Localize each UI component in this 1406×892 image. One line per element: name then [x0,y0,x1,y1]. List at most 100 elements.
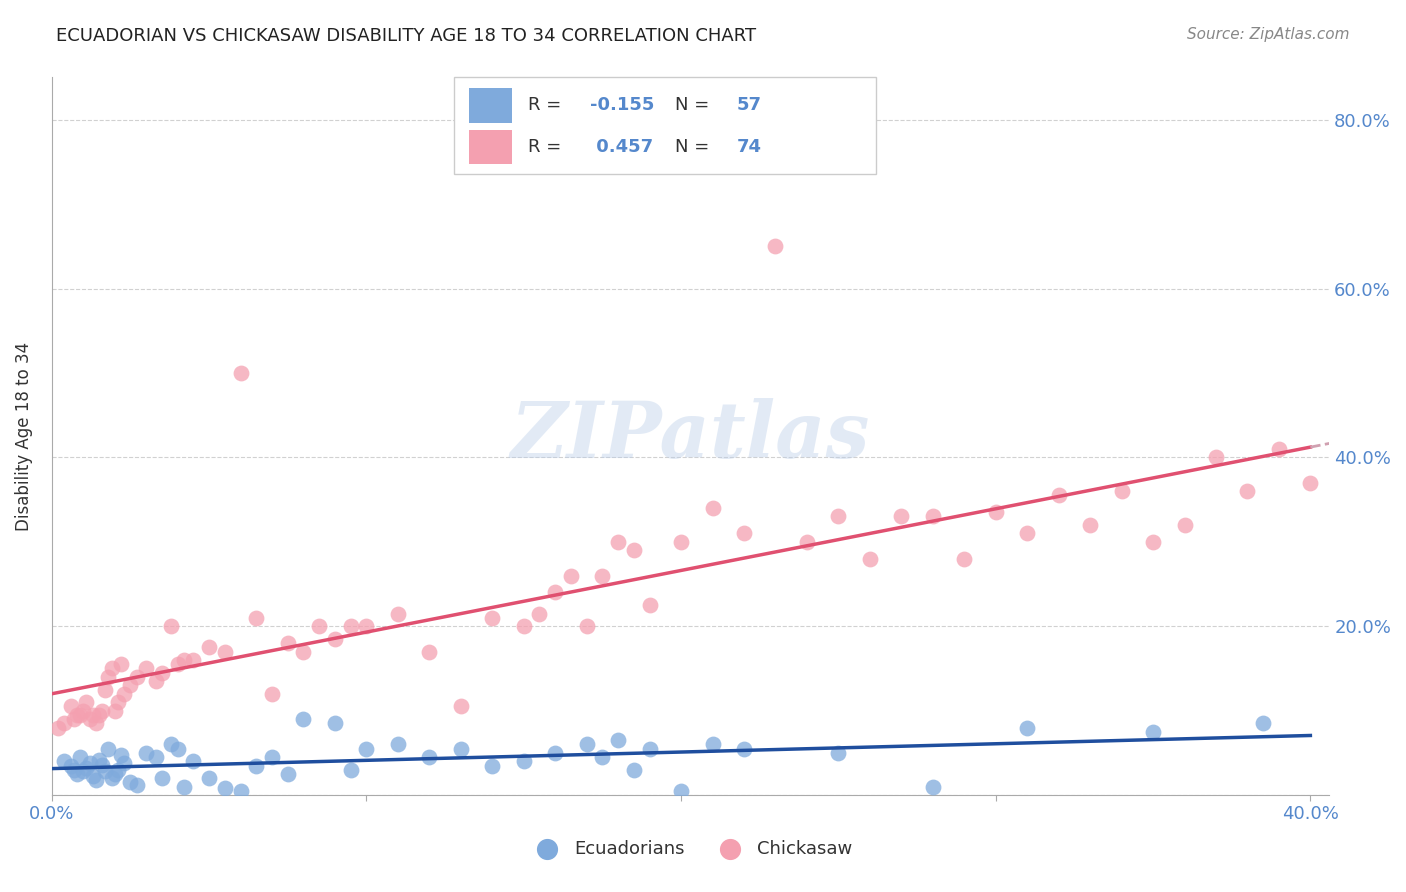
Point [166,741,188,756]
Point [62,763,84,777]
Point [72,764,94,779]
Point [150,665,173,680]
Point [120,775,142,789]
Point [890,509,912,524]
Point [112,756,135,770]
Point [481,611,503,625]
Point [1173,517,1195,532]
Point [387,607,409,621]
Point [125,670,148,684]
Point [921,509,943,524]
Point [323,632,346,646]
Point [145,750,167,764]
Point [1236,484,1258,499]
Point [356,741,378,756]
Point [72,704,94,718]
Point [1142,724,1164,739]
Point [859,551,882,566]
Point [94,682,117,697]
Point [110,747,132,762]
Point [796,534,818,549]
Point [418,644,440,658]
Point [984,505,1007,519]
Point [59,758,82,772]
Point [112,687,135,701]
Point [53,716,76,731]
Point [591,568,613,582]
Point [91,704,114,718]
Point [292,712,315,726]
Text: R =: R = [529,138,567,156]
Point [1299,475,1322,490]
Point [591,750,613,764]
Point [277,636,299,650]
Text: 57: 57 [737,96,762,114]
Point [308,619,330,633]
Point [198,640,221,655]
Point [827,509,849,524]
Point [560,568,582,582]
Point [339,763,361,777]
Point [214,644,236,658]
Text: 0.457: 0.457 [589,138,652,156]
FancyBboxPatch shape [454,78,876,174]
Point [75,761,97,775]
Point [953,551,976,566]
Point [1078,517,1101,532]
Point [160,619,183,633]
Point [702,738,724,752]
Y-axis label: Disability Age 18 to 34: Disability Age 18 to 34 [15,342,32,531]
Point [97,670,120,684]
Legend: Ecuadorians, Chickasaw: Ecuadorians, Chickasaw [522,832,859,865]
Point [107,695,129,709]
Point [1017,721,1039,735]
Point [669,534,692,549]
Point [79,756,101,770]
Point [87,753,110,767]
Point [544,746,567,760]
Point [100,661,122,675]
Point [125,778,148,792]
Point [82,707,104,722]
Point [100,771,122,785]
Point [575,738,598,752]
Point [339,619,361,633]
Point [765,239,787,253]
Point [277,767,299,781]
Point [135,746,157,760]
Point [575,619,598,633]
Point [733,741,755,756]
Point [607,733,630,747]
Point [481,758,503,772]
Point [623,543,645,558]
Point [166,657,188,672]
Point [87,707,110,722]
Point [53,754,76,768]
Text: R =: R = [529,96,567,114]
Point [1047,488,1070,502]
Point [1268,442,1291,456]
Point [173,780,195,794]
Point [69,707,91,722]
Point [91,757,114,772]
Point [260,750,283,764]
Point [702,501,724,516]
Point [84,716,107,731]
Point [356,619,378,633]
Text: 74: 74 [737,138,762,156]
Point [62,712,84,726]
Point [323,716,346,731]
Point [513,619,536,633]
Point [669,784,692,798]
Text: -0.155: -0.155 [589,96,654,114]
Point [229,366,252,380]
Point [544,585,567,599]
Point [638,741,661,756]
Point [921,780,943,794]
Point [529,607,551,621]
Point [418,750,440,764]
Point [245,611,267,625]
Point [150,771,173,785]
Point [104,704,127,718]
Point [198,771,221,785]
